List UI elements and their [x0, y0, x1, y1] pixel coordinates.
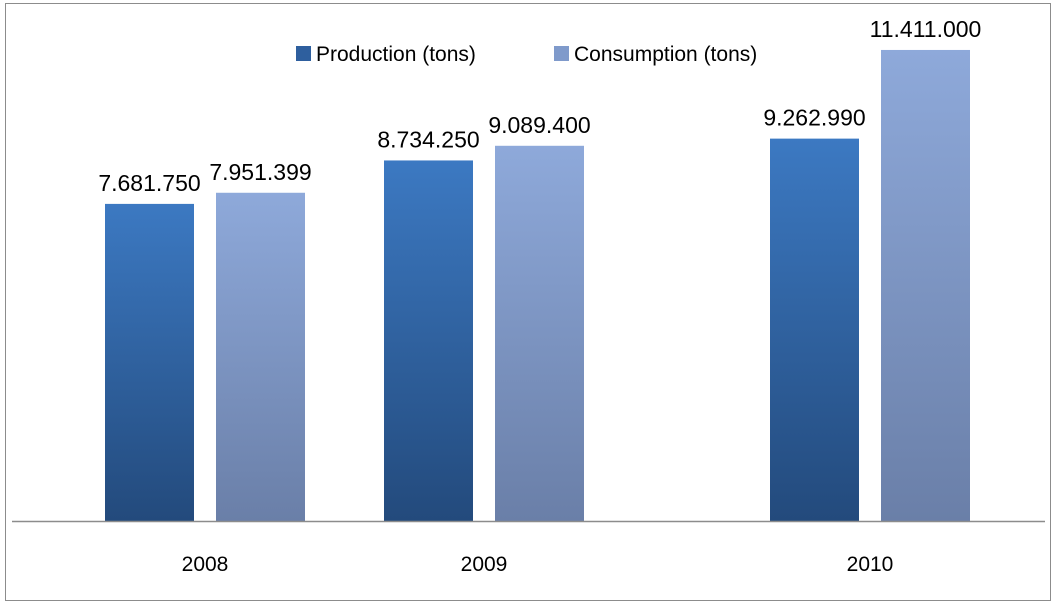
bar-production-2008 — [105, 203, 194, 522]
data-label-consumption-2008: 7.951.399 — [209, 159, 311, 185]
x-tick-label-2009: 2009 — [461, 553, 508, 576]
bar-production-2010 — [770, 138, 859, 521]
data-label-production-2009: 8.734.250 — [377, 126, 479, 152]
x-tick-label-2008: 2008 — [182, 553, 229, 576]
x-tick-label-2010: 2010 — [847, 553, 894, 576]
data-label-consumption-2009: 9.089.400 — [488, 112, 590, 138]
x-axis-ticks: 2008 2009 2010 — [182, 553, 894, 576]
data-label-production-2008: 7.681.750 — [98, 170, 200, 196]
legend-swatch-consumption — [554, 46, 569, 61]
bar-production-2009 — [384, 160, 473, 521]
data-label-consumption-2010: 11.411.000 — [870, 16, 982, 42]
legend-label-consumption: Consumption (tons) — [574, 43, 757, 66]
legend-swatch-production — [296, 46, 311, 61]
bars-layer — [105, 49, 970, 522]
bar-consumption-2008 — [216, 192, 305, 522]
legend-label-production: Production (tons) — [316, 43, 476, 66]
data-label-production-2010: 9.262.990 — [763, 105, 865, 131]
bar-consumption-2009 — [495, 145, 584, 522]
legend: Production (tons) Consumption (tons) — [296, 43, 757, 66]
bar-consumption-2010 — [881, 49, 970, 521]
data-labels-layer: 7.681.750 7.951.399 8.734.250 9.089.400 9.26… — [98, 16, 981, 196]
